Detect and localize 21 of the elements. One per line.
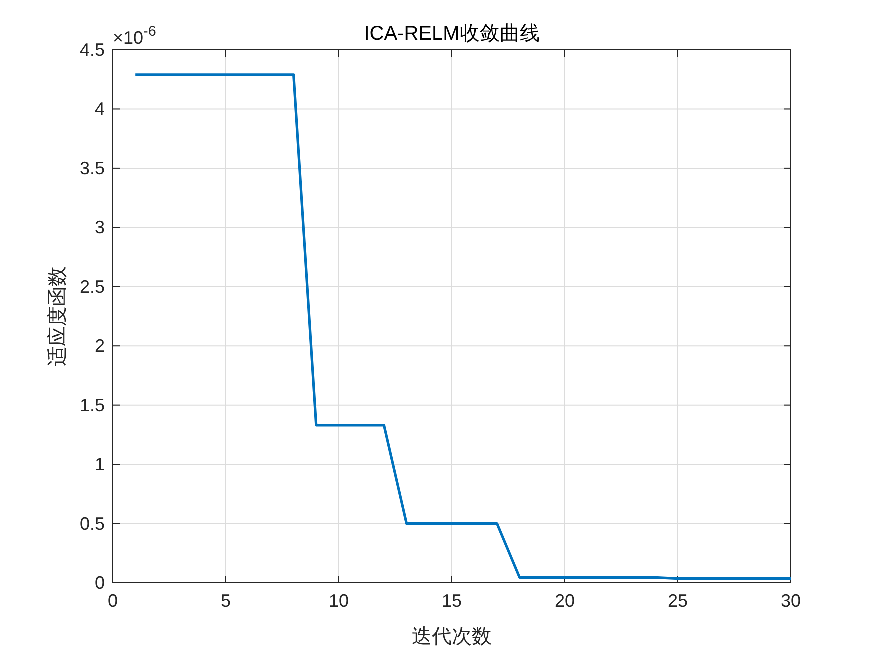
y-tick-label: 2.5	[80, 276, 105, 297]
x-tick-label: 15	[442, 591, 462, 611]
x-tick-label: 25	[668, 591, 688, 611]
y-tick-label: 0	[94, 573, 105, 593]
y-tick-label: 1.5	[80, 395, 105, 416]
text: ×10$^{-6}$	[113, 24, 156, 48]
y-tick-label: 4.5	[80, 40, 105, 60]
y-axis-title: 适应度函数	[47, 266, 69, 366]
y-tick-label: 1	[94, 454, 105, 475]
y-tick-label: 3.5	[80, 158, 105, 178]
x-tick-label: 5	[220, 591, 232, 611]
x-tick-label: 30	[780, 591, 802, 611]
y-tick-label: 3	[94, 218, 105, 238]
chart-title: ICA-RELM收敛曲线	[364, 23, 540, 45]
y-tick-label: 4	[94, 99, 105, 120]
x-tick-label: 10	[328, 591, 350, 611]
y-tick-label: 0.5	[80, 514, 105, 534]
x-tick-label: 0	[108, 591, 118, 611]
y-tick-label: 2	[94, 336, 105, 356]
x-axis-title: 迭代次数	[412, 626, 492, 648]
x-tick-label: 20	[554, 591, 576, 611]
